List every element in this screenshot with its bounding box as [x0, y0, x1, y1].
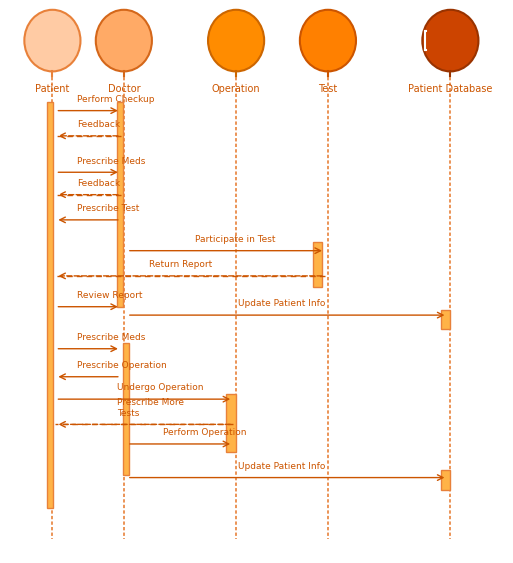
Text: Prescribe Test: Prescribe Test — [77, 204, 140, 213]
Text: Doctor: Doctor — [108, 84, 140, 94]
Text: Prescribe Operation: Prescribe Operation — [77, 361, 167, 370]
Text: Prescribe More
Tests: Prescribe More Tests — [116, 398, 184, 418]
Text: Feedback: Feedback — [77, 120, 121, 129]
Text: Feedback: Feedback — [77, 179, 121, 188]
Text: Undergo Operation: Undergo Operation — [116, 383, 203, 392]
Text: Update Patient Info: Update Patient Info — [238, 462, 326, 471]
Text: Patient: Patient — [35, 84, 70, 94]
Text: Operation: Operation — [212, 84, 261, 94]
Text: Patient Database: Patient Database — [408, 84, 492, 94]
Bar — [441, 470, 450, 490]
Bar — [123, 343, 129, 475]
Text: Review Report: Review Report — [77, 291, 143, 300]
Text: Update Patient Info: Update Patient Info — [238, 300, 326, 309]
Text: Test: Test — [318, 84, 338, 94]
Bar — [47, 102, 53, 508]
Circle shape — [300, 10, 356, 72]
Text: Participate in Test: Participate in Test — [195, 235, 276, 244]
Bar — [313, 242, 322, 287]
Bar — [116, 102, 123, 307]
Bar — [226, 394, 235, 452]
Text: Prescribe Meds: Prescribe Meds — [77, 157, 146, 166]
Text: Return Report: Return Report — [149, 260, 212, 269]
Text: Perform Operation: Perform Operation — [163, 428, 247, 437]
Text: Prescribe Meds: Prescribe Meds — [77, 333, 146, 342]
Circle shape — [208, 10, 264, 72]
Bar — [441, 310, 450, 329]
Text: Perform Checkup: Perform Checkup — [77, 95, 155, 104]
Circle shape — [96, 10, 152, 72]
Circle shape — [422, 10, 479, 72]
Circle shape — [24, 10, 81, 72]
